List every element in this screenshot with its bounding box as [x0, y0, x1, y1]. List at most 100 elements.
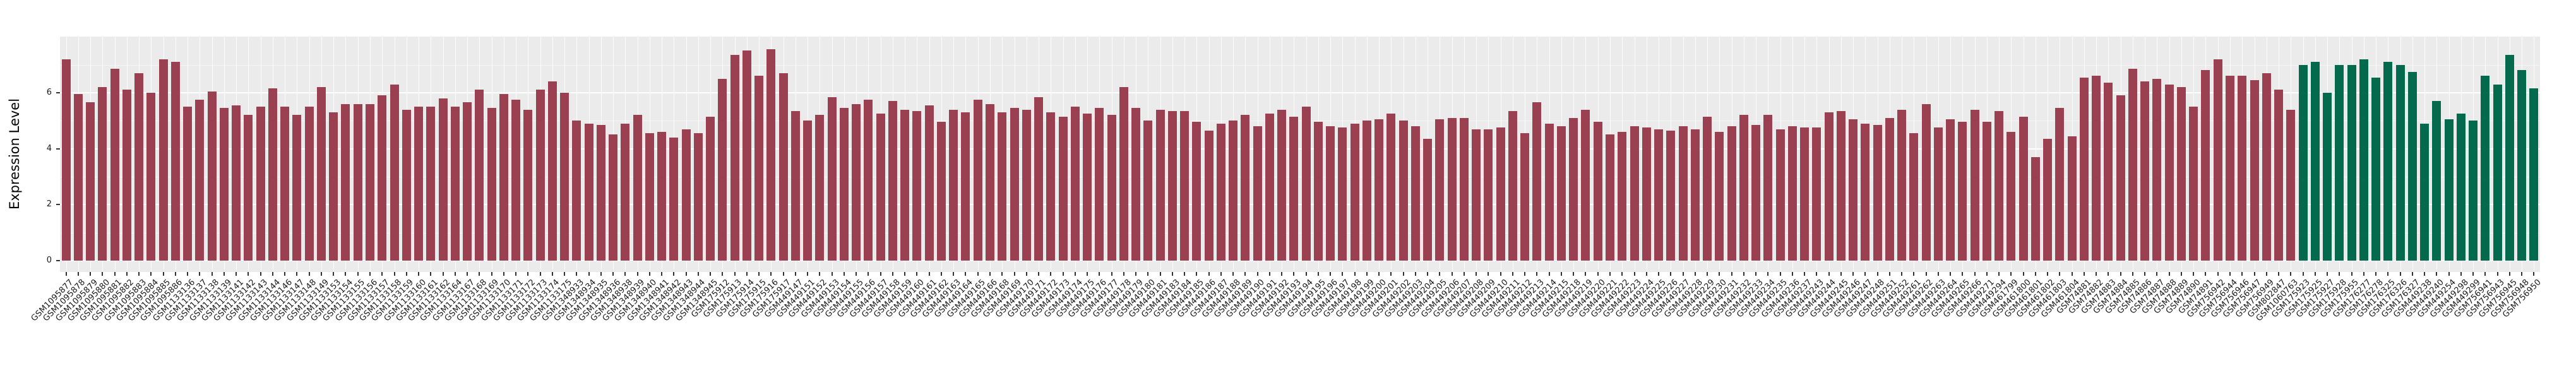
- bar-GSM1133148: [304, 107, 314, 261]
- bar-GSM1133160: [414, 107, 424, 261]
- x-tick-mark: [77, 272, 79, 276]
- bar-GSM1095884: [146, 92, 156, 261]
- x-tick-mark: [2448, 272, 2450, 276]
- x-tick-mark: [1366, 272, 1368, 276]
- x-tick-mark: [2217, 272, 2219, 276]
- x-tick-mark: [1013, 272, 1015, 276]
- bar-GSM461804: [2067, 136, 2077, 261]
- x-tick-mark: [236, 272, 237, 276]
- x-tick-mark: [2460, 272, 2462, 276]
- x-tick-mark: [1585, 272, 1587, 276]
- x-tick-mark: [2022, 272, 2024, 276]
- x-tick-mark: [734, 272, 736, 276]
- x-tick-mark: [2290, 272, 2292, 276]
- bar-GSM175913: [730, 55, 739, 261]
- bar-GSM1133164: [450, 107, 460, 261]
- x-tick-mark: [1888, 272, 1890, 276]
- bar-GSM449236: [1787, 126, 1797, 261]
- bar-GSM1133139: [219, 108, 229, 261]
- bar-GSM175916: [766, 49, 776, 261]
- bar-GSM449238: [2420, 123, 2430, 261]
- bar-GSM1133167: [463, 102, 472, 261]
- bar-GSM1133155: [353, 103, 362, 261]
- bar-GSM449221: [1606, 134, 1614, 261]
- x-tick-mark: [345, 272, 347, 276]
- bar-GSM74891: [2201, 70, 2210, 261]
- x-tick-mark: [1244, 272, 1246, 276]
- x-tick-mark: [211, 272, 213, 276]
- bar-GSM449233: [1751, 124, 1761, 261]
- x-tick-mark: [1876, 272, 1878, 276]
- bar-GSM1348940: [645, 133, 654, 261]
- bar-GSM1133146: [280, 107, 290, 261]
- x-tick-mark: [636, 272, 638, 276]
- x-tick-mark: [722, 272, 724, 276]
- x-tick-mark: [539, 272, 541, 276]
- bar-GSM449164: [961, 112, 970, 261]
- x-tick-mark: [418, 272, 420, 276]
- bar-GSM1133170: [499, 94, 508, 261]
- bar-GSM461800: [2018, 116, 2028, 261]
- bar-GSM449183: [1167, 110, 1177, 261]
- x-tick-mark: [114, 272, 116, 276]
- bar-GSM449188: [1229, 121, 1238, 261]
- y-gridline-minor: [60, 64, 2540, 66]
- x-tick-mark: [1828, 272, 1830, 276]
- bar-GSM449248: [1873, 124, 1882, 261]
- x-tick-mark: [1500, 272, 1501, 276]
- bar-GSM449265: [1958, 122, 1967, 261]
- bar-GSM449227: [1678, 126, 1688, 261]
- x-tick-mark: [697, 272, 699, 276]
- x-tick-mark: [503, 272, 504, 276]
- x-tick-mark: [965, 272, 967, 276]
- x-tick-mark: [1852, 272, 1854, 276]
- x-tick-mark: [1463, 272, 1465, 276]
- x-tick-mark: [2436, 272, 2438, 276]
- x-tick-mark: [1038, 272, 1040, 276]
- x-tick-mark: [1050, 272, 1052, 276]
- bar-GSM449169: [1010, 108, 1019, 261]
- x-tick-mark: [247, 272, 249, 276]
- x-tick-mark: [843, 272, 845, 276]
- x-tick-mark: [527, 272, 529, 276]
- x-tick-mark: [940, 272, 942, 276]
- bar-GSM1133161: [426, 107, 436, 261]
- bar-GSM74887: [2152, 78, 2162, 261]
- bar-GSM74890: [2189, 107, 2198, 261]
- bar-GSM449247: [1861, 123, 1870, 261]
- x-tick-mark: [891, 272, 893, 276]
- bar-GSM449229: [1703, 116, 1712, 261]
- x-tick-mark: [430, 272, 432, 276]
- bar-GSM756949: [2262, 73, 2271, 261]
- bar-GSM449204: [1423, 139, 1433, 261]
- bar-GSM74885: [2128, 69, 2137, 261]
- bar-GSM449261: [1909, 133, 1919, 261]
- x-tick-mark: [928, 272, 930, 276]
- bar-GSM175914: [742, 50, 751, 261]
- bar-GSM756945: [2505, 55, 2514, 261]
- x-tick-mark: [1184, 272, 1186, 276]
- x-tick-mark: [2120, 272, 2121, 276]
- bar-GSM1133149: [316, 87, 326, 261]
- x-tick-mark: [479, 272, 480, 276]
- bar-GSM175917: [778, 73, 788, 261]
- x-tick-mark: [357, 272, 359, 276]
- bar-GSM74889: [2176, 87, 2186, 261]
- bar-GSM449211: [1508, 110, 1517, 261]
- bar-GSM1133173: [535, 90, 545, 261]
- x-tick-mark: [1950, 272, 1952, 276]
- bar-GSM449172: [1046, 112, 1056, 261]
- x-tick-mark: [2411, 272, 2413, 276]
- bar-GSM449162: [936, 122, 946, 261]
- bar-GSM1133143: [256, 107, 265, 261]
- bar-GSM449190: [1253, 126, 1262, 261]
- bar-GSM449154: [839, 108, 849, 261]
- x-tick-mark: [259, 272, 261, 276]
- bar-GSM1060763: [2286, 109, 2296, 261]
- x-tick-mark: [320, 272, 322, 276]
- bar-GSM449224: [1642, 127, 1651, 261]
- bar-GSM1348934: [584, 123, 593, 261]
- x-tick-mark: [2508, 272, 2510, 276]
- bar-GSM449193: [1289, 116, 1299, 261]
- x-tick-mark: [2034, 272, 2036, 276]
